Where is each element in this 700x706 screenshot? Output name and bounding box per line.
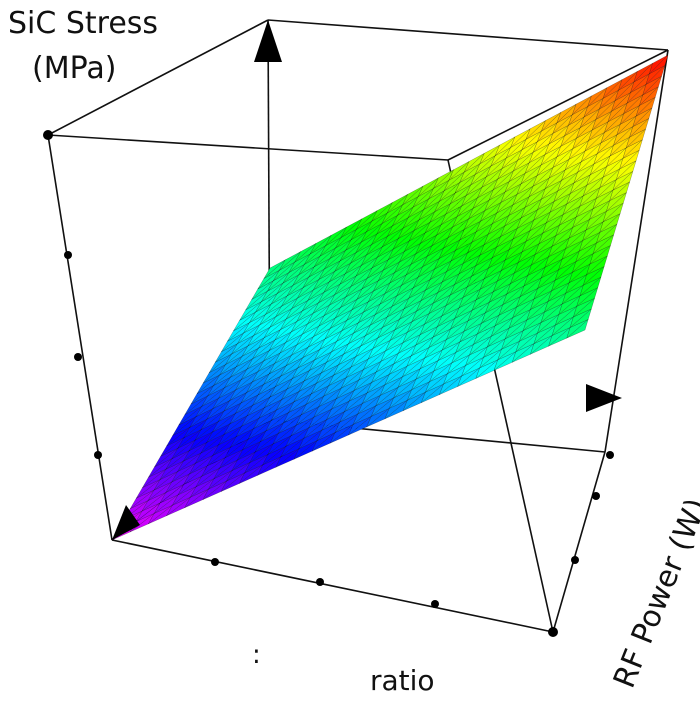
box-edge bbox=[47, 134, 449, 161]
box-edge bbox=[447, 49, 669, 161]
tick-mark bbox=[64, 251, 72, 259]
surface-mesh bbox=[111, 54, 669, 541]
surface-facet bbox=[263, 259, 286, 279]
surface-facet bbox=[649, 54, 669, 74]
x-axis-label: ratio bbox=[370, 664, 435, 697]
tick-mark bbox=[211, 558, 219, 566]
surface-facet bbox=[433, 169, 454, 189]
box-edge bbox=[267, 19, 669, 51]
tick-mark bbox=[431, 600, 439, 608]
box-edge bbox=[604, 49, 669, 453]
surface-facet bbox=[294, 243, 317, 263]
surface-facet bbox=[495, 136, 516, 156]
tick-mark bbox=[592, 492, 600, 500]
tick-mark bbox=[316, 578, 324, 586]
tick-mark bbox=[571, 556, 579, 564]
x-tick-fragment: : bbox=[252, 640, 261, 670]
surface-facet bbox=[387, 194, 408, 214]
tick-mark bbox=[548, 627, 558, 637]
surface-facet bbox=[310, 235, 332, 255]
surface-facet bbox=[356, 210, 378, 230]
surface-facet bbox=[402, 185, 424, 205]
surface-facet bbox=[417, 177, 439, 197]
surface-facet bbox=[525, 120, 546, 140]
tick-mark bbox=[43, 130, 53, 140]
surface-facet bbox=[464, 153, 485, 173]
surface-facet bbox=[448, 161, 470, 181]
surface-facet bbox=[618, 71, 638, 91]
box-edge bbox=[47, 134, 113, 541]
tick-mark bbox=[74, 353, 82, 361]
z-axis-label-line2: (MPa) bbox=[32, 51, 116, 86]
y-axis-label: RF Power (W) bbox=[607, 494, 700, 693]
surface-facet bbox=[633, 63, 653, 83]
surface-facet bbox=[587, 87, 607, 107]
z-axis-arrow bbox=[254, 20, 282, 62]
box-edge bbox=[111, 539, 554, 633]
origin-arrow bbox=[112, 505, 140, 540]
surface-facet bbox=[279, 251, 301, 271]
surface-facet bbox=[325, 226, 347, 246]
surface-facet bbox=[556, 103, 577, 124]
box-edge bbox=[47, 19, 269, 136]
surface-facet bbox=[510, 128, 531, 148]
y-axis-arrow bbox=[586, 384, 622, 412]
tick-mark bbox=[94, 451, 102, 459]
z-axis-label-line1: SiC Stress bbox=[8, 6, 158, 41]
box-edge bbox=[552, 451, 606, 633]
axis-ticks bbox=[43, 130, 614, 637]
surface-facet bbox=[340, 218, 362, 238]
surface-facet bbox=[371, 202, 393, 222]
axis-arrows bbox=[112, 20, 622, 540]
surface-facet bbox=[602, 79, 623, 99]
surface-facet bbox=[541, 112, 561, 132]
surface-facet bbox=[572, 95, 592, 115]
surface-facet bbox=[479, 144, 500, 164]
tick-mark bbox=[606, 451, 614, 459]
